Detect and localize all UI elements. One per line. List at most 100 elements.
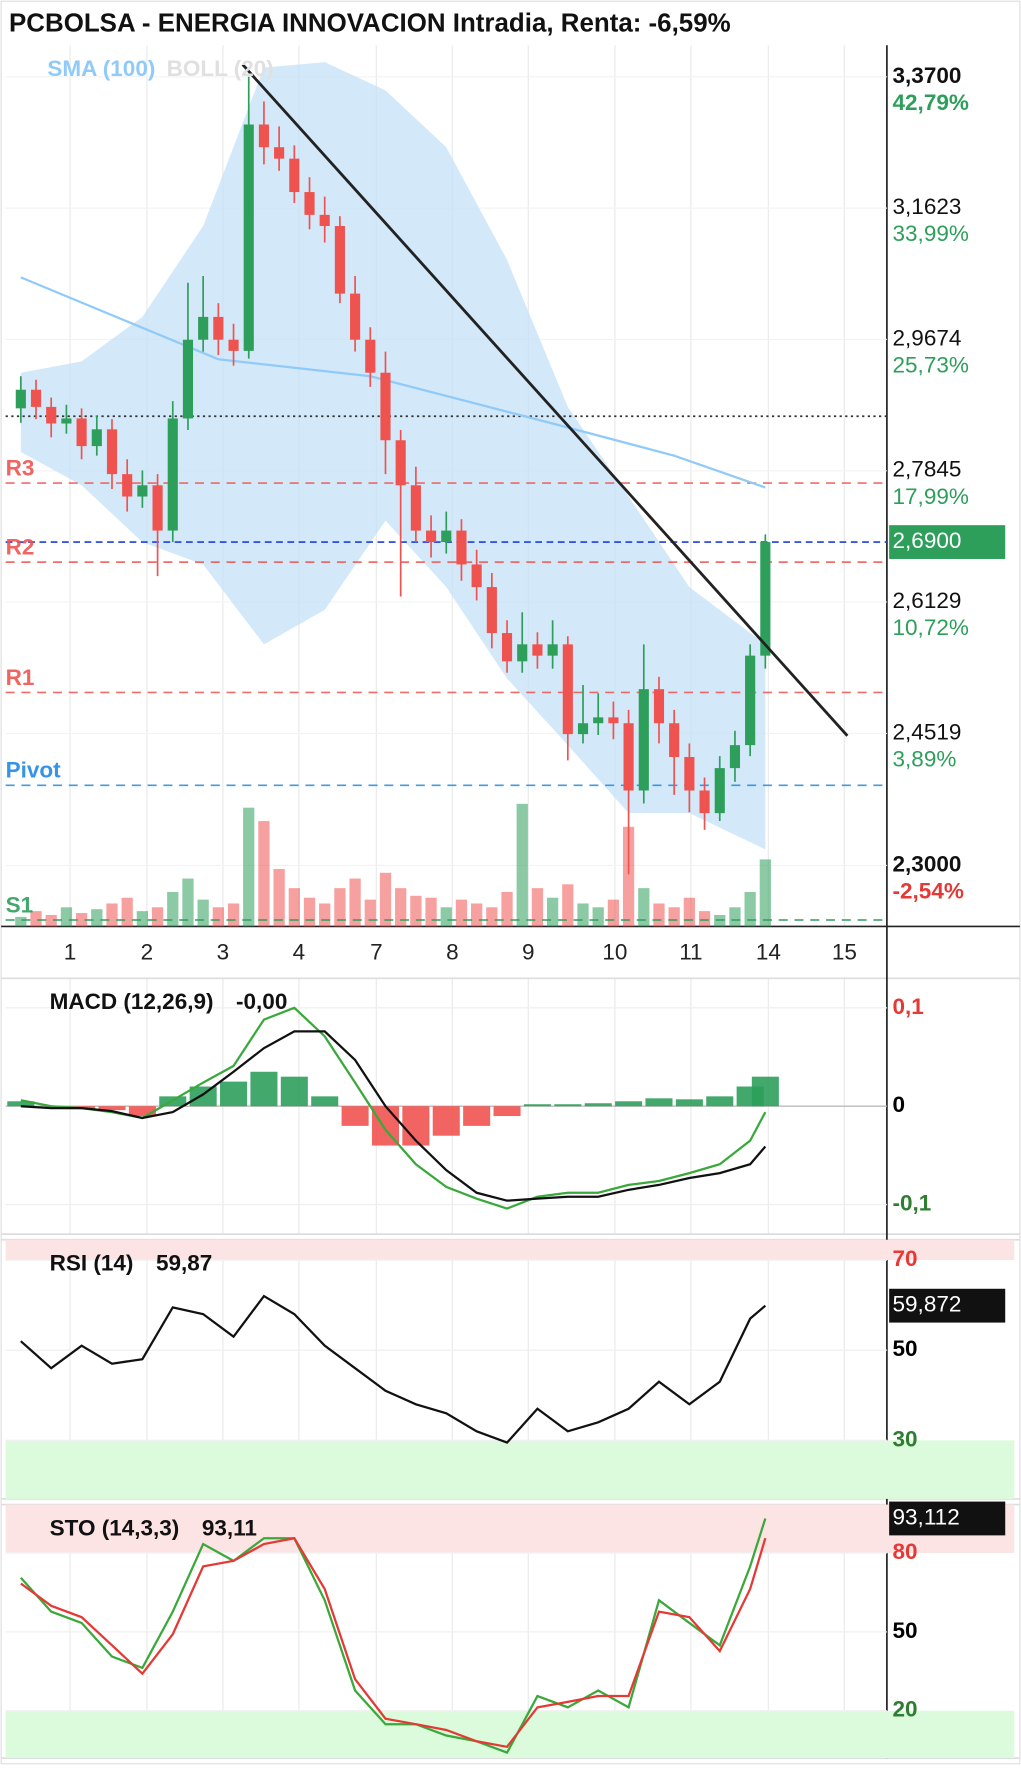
- y-tick-label: 50: [893, 1336, 918, 1361]
- candle-body: [137, 485, 148, 497]
- candle-body: [425, 530, 437, 543]
- volume-bar: [668, 907, 680, 927]
- volume-bar: [30, 911, 42, 927]
- y-tick-label: 2,6129: [893, 588, 962, 613]
- last-value-box: [889, 1288, 1006, 1323]
- x-tick-label: 2: [141, 939, 154, 964]
- volume-bar: [258, 821, 270, 927]
- candle-body: [380, 372, 391, 441]
- indicator-current: 59,87: [156, 1250, 212, 1275]
- volume-bar: [577, 903, 589, 927]
- zone: [5, 1710, 1015, 1759]
- candle-body: [213, 316, 224, 340]
- candle-body: [729, 745, 741, 769]
- legend-entry: BOLL (20): [167, 56, 274, 81]
- zone: [5, 1504, 1015, 1553]
- y-tick-change: 17,99%: [893, 484, 969, 509]
- indicator-line: [20, 1536, 767, 1749]
- histogram-bar: [189, 1086, 217, 1107]
- histogram-bar: [98, 1106, 126, 1111]
- candle-body: [304, 192, 315, 215]
- y-tick-label: 2,3000: [893, 851, 962, 876]
- histogram-bar: [280, 1076, 308, 1107]
- volume-bar: [75, 913, 88, 927]
- y-tick-label: 0,1: [893, 994, 924, 1019]
- volume-bar: [121, 897, 133, 927]
- x-tick-label: 15: [832, 939, 857, 964]
- volume-bar: [486, 907, 498, 927]
- y-tick-change: 42,79%: [893, 90, 969, 115]
- indicator-name: STO (14,3,3): [50, 1515, 180, 1540]
- histogram-bar: [250, 1071, 278, 1107]
- volume-bar: [151, 907, 164, 927]
- candle-body: [395, 440, 406, 486]
- x-tick-label: 7: [370, 939, 383, 964]
- volume-bar: [379, 872, 392, 927]
- volume-bar: [167, 891, 179, 927]
- candle-body: [623, 723, 634, 791]
- last-value-label: 59,872: [893, 1292, 962, 1317]
- x-tick-label: 8: [446, 939, 459, 964]
- candle-body: [30, 389, 42, 407]
- candle-body: [365, 339, 376, 373]
- pivot-level-label: R2: [6, 535, 35, 560]
- volume-bar: [425, 897, 437, 927]
- candle-body: [258, 124, 270, 148]
- histogram-bar: [311, 1096, 339, 1107]
- histogram-bar: [128, 1106, 156, 1117]
- volume-bar: [136, 911, 149, 927]
- volume-bar: [303, 897, 316, 927]
- candle-body: [608, 717, 619, 724]
- candle-body: [182, 339, 194, 419]
- volume-bar: [182, 878, 194, 927]
- x-tick-label: 3: [217, 939, 230, 964]
- y-tick-label: 0: [893, 1092, 906, 1117]
- candle-body: [319, 214, 330, 227]
- indicator-name: MACD (12,26,9): [50, 989, 214, 1014]
- candle-body: [152, 485, 163, 531]
- histogram-bar: [523, 1104, 551, 1107]
- histogram-bar: [751, 1076, 779, 1107]
- marks-layer: [5, 62, 1006, 1755]
- volume-bar: [91, 909, 103, 927]
- chart-title: PCBOLSA - ENERGIA INNOVACION Intradia, R…: [9, 10, 731, 38]
- candle-body: [289, 158, 300, 193]
- x-tick-label: 4: [293, 939, 306, 964]
- candle-body: [517, 644, 528, 662]
- y-tick-change: 33,99%: [893, 221, 969, 246]
- volume-bar: [243, 807, 255, 927]
- candle-body: [350, 293, 361, 340]
- candle-body: [91, 429, 102, 447]
- y-tick-change: 3,89%: [893, 746, 957, 771]
- candle-body: [334, 226, 345, 294]
- legend-entry: SMA (100): [47, 56, 155, 81]
- x-tick-label: 14: [756, 939, 781, 964]
- volume-bar: [334, 888, 346, 927]
- candle-body: [243, 124, 254, 351]
- candle-body: [441, 530, 452, 543]
- y-tick-change: 10,72%: [893, 615, 969, 640]
- y-tick-label: 80: [893, 1539, 918, 1564]
- volume-bar: [607, 899, 620, 927]
- x-tick-label: 11: [679, 939, 702, 964]
- histogram-bar: [463, 1106, 491, 1126]
- candle-body: [471, 564, 482, 588]
- y-tick-change: 25,73%: [893, 352, 969, 377]
- volume-bar: [546, 897, 559, 927]
- x-tick-label: 1: [64, 939, 77, 964]
- pivot-level-label: Pivot: [6, 758, 62, 783]
- candle-body: [76, 418, 87, 447]
- histogram-bar: [341, 1106, 369, 1126]
- volume-bar: [288, 888, 300, 927]
- y-tick-label: 2,9674: [893, 325, 962, 350]
- y-tick-label: -0,1: [893, 1191, 932, 1216]
- histogram-bar: [7, 1101, 35, 1107]
- volume-bar: [516, 803, 528, 927]
- candle-body: [699, 790, 710, 814]
- candle-body: [547, 644, 558, 656]
- trend-line: [241, 63, 849, 737]
- y-tick-label: 50: [893, 1618, 918, 1643]
- candle-body: [714, 768, 725, 814]
- volume-bar: [395, 888, 407, 927]
